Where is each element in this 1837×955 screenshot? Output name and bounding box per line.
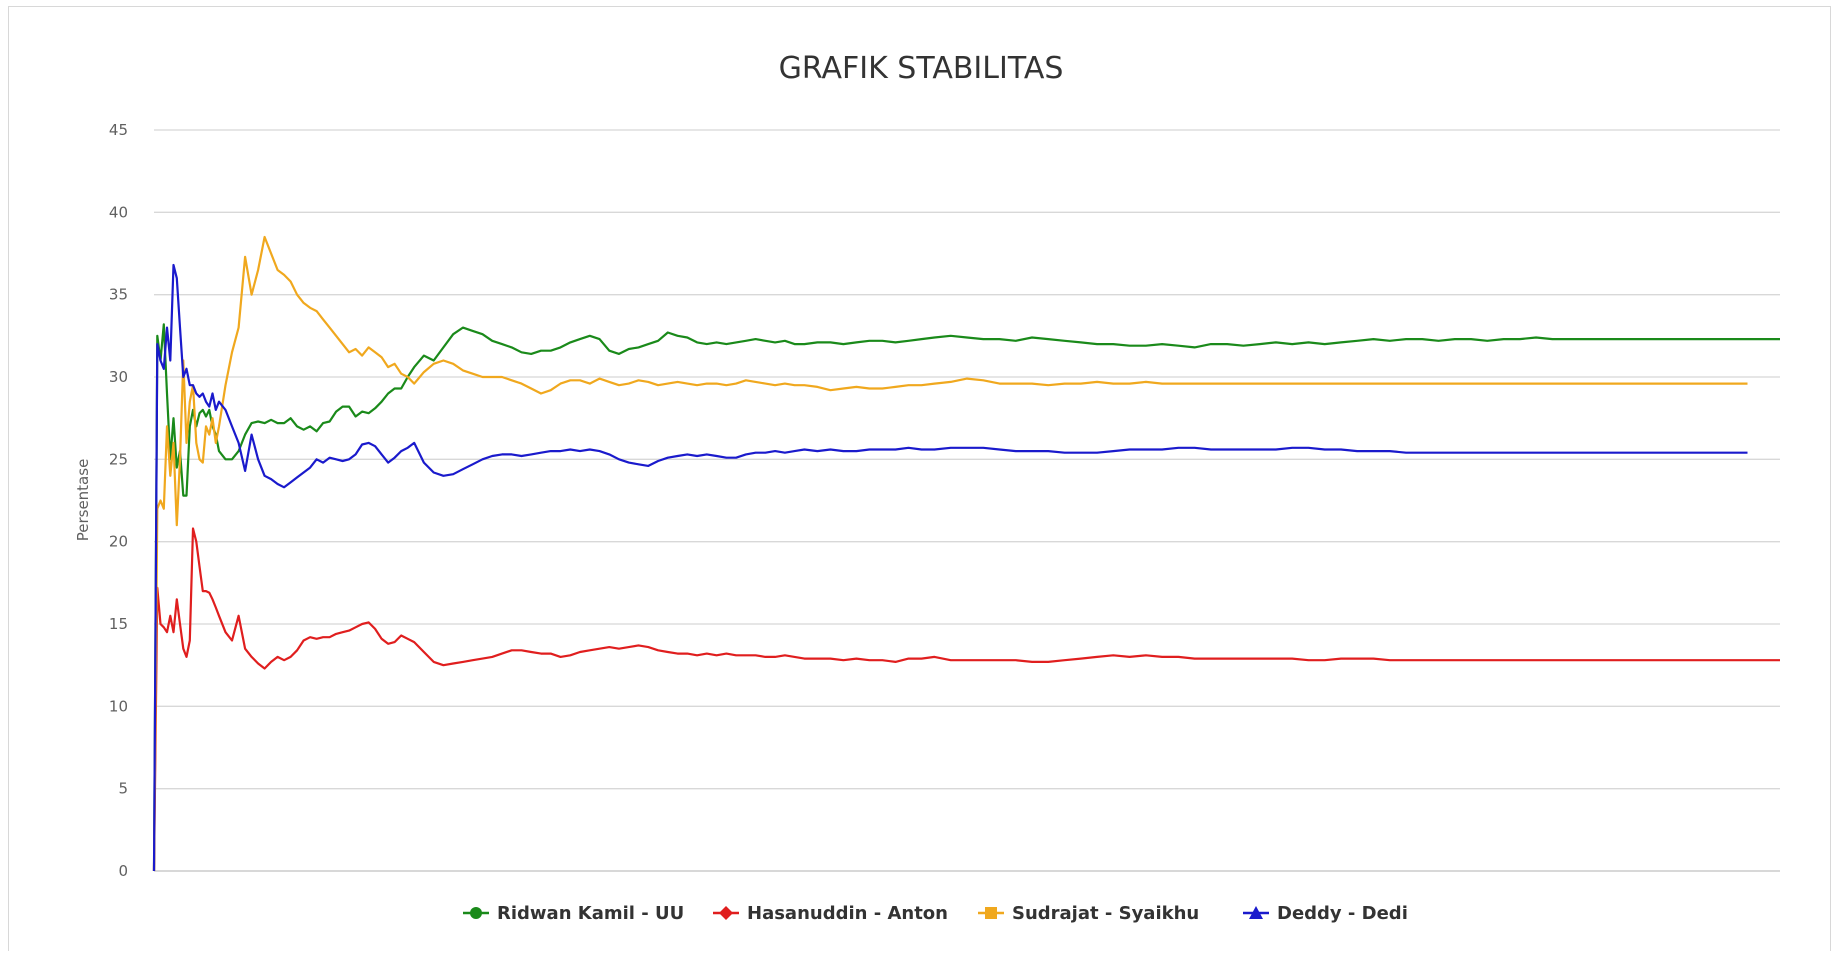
legend-item-4[interactable]: Deddy - Dedi	[1243, 903, 1408, 924]
y-tick-label-45: 45	[109, 121, 128, 139]
y-tick-label-25: 25	[109, 450, 128, 468]
legend-label: Sudrajat - Syaikhu	[1012, 903, 1199, 924]
legend[interactable]: Ridwan Kamil - UU Hasanuddin - Anton Sudra…	[463, 903, 1408, 924]
y-axis-ticks: 0 5 10 15 20 25 30 35 40 45	[109, 121, 128, 880]
y-tick-label-15: 15	[109, 615, 128, 633]
legend-item-1[interactable]: Ridwan Kamil - UU	[463, 903, 684, 924]
series-line-4	[152, 263, 1748, 872]
y-tick-label-30: 30	[109, 368, 128, 386]
series-lines	[152, 235, 1780, 872]
grid-lines	[154, 129, 1780, 872]
y-tick-label-20: 20	[109, 533, 128, 551]
chart-title: GRAFIK STABILITAS	[779, 51, 1064, 86]
series-line-2	[152, 527, 1780, 872]
y-tick-label-5: 5	[118, 780, 128, 798]
diamond-marker-icon	[719, 906, 733, 920]
triangle-marker-icon	[1249, 906, 1263, 919]
y-tick-label-0: 0	[118, 862, 128, 880]
series-line-3	[152, 235, 1748, 872]
y-tick-label-10: 10	[109, 697, 128, 715]
circle-marker-icon	[470, 907, 482, 919]
chart-frame	[8, 6, 1831, 951]
y-axis-label: Persentase	[74, 459, 92, 542]
y-tick-label-40: 40	[109, 203, 128, 221]
legend-item-2[interactable]: Hasanuddin - Anton	[713, 903, 948, 924]
square-marker-icon	[985, 907, 997, 919]
y-tick-label-35: 35	[109, 286, 128, 304]
series-line-1	[152, 323, 1780, 872]
legend-label: Ridwan Kamil - UU	[497, 903, 684, 924]
legend-item-3[interactable]: Sudrajat - Syaikhu	[978, 903, 1199, 924]
legend-label: Deddy - Dedi	[1277, 903, 1408, 924]
legend-label: Hasanuddin - Anton	[747, 903, 948, 924]
